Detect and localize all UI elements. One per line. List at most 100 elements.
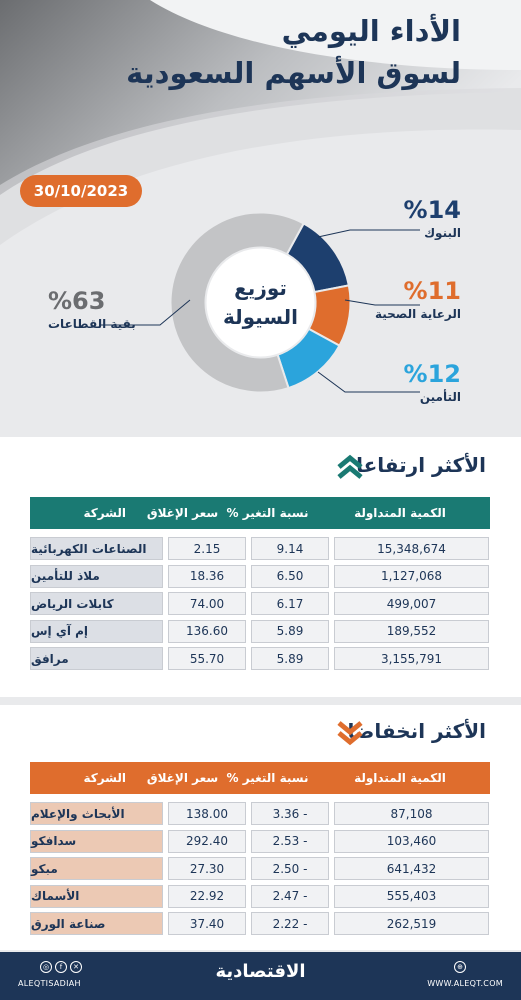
close-cell: 55.70 (168, 647, 246, 670)
stat-insurance-label: التأمين (419, 390, 461, 404)
close-cell: 2.15 (168, 537, 246, 560)
company-cell: مرافق (30, 647, 163, 670)
table-row: سدافكو 292.40 2.53 - 103,460 (30, 829, 490, 853)
page-subtitle: لسوق الأسهم السعودية (126, 56, 461, 90)
losers-section: الأكثر انخفاضا الشركة سعر الإغلاق نسبة ا… (0, 705, 521, 950)
donut-hole (206, 248, 315, 357)
donut-svg (169, 211, 352, 394)
volume-cell: 555,403 (334, 884, 489, 908)
change-cell: 2.22 - (251, 912, 329, 935)
table-row: الأبحاث والإعلام 138.00 3.36 - 87,108 (30, 802, 490, 825)
stat-other-percent: %63 (48, 287, 106, 315)
gainers-col-close: سعر الإغلاق (146, 506, 219, 520)
instagram-icon[interactable]: ◎ (40, 961, 52, 973)
slice-other-sectors (169, 211, 306, 394)
volume-cell: 641,432 (334, 857, 489, 880)
volume-cell: 3,155,791 (334, 647, 489, 670)
page-title: الأداء اليومي (281, 14, 461, 48)
volume-cell: 15,348,674 (334, 537, 489, 560)
table-row: الأسماك 22.92 2.47 - 555,403 (30, 884, 490, 908)
table-row: مرافق 55.70 5.89 3,155,791 (30, 647, 490, 670)
social-handle[interactable]: ALEQTISADIAH (18, 979, 81, 988)
stat-banks-label: البنوك (424, 226, 461, 240)
table-row: الصناعات الكهربائية 2.15 9.14 15,348,674 (30, 537, 490, 560)
stat-banks-percent: %14 (403, 196, 461, 224)
gainers-col-volume: الكمية المتداولة (354, 506, 446, 520)
stat-insurance-percent: %12 (403, 360, 461, 388)
change-cell: 9.14 (251, 537, 329, 560)
stat-insurance: %12 التأمين (404, 360, 461, 404)
company-cell: الصناعات الكهربائية (30, 537, 163, 560)
globe-icon[interactable]: ⊕ (454, 961, 466, 973)
donut-center-line1: توزيع (234, 275, 287, 300)
losers-table-body: الأبحاث والإعلام 138.00 3.36 - 87,108 سد… (30, 802, 490, 940)
table-row: إم آي إس 136.60 5.89 189,552 (30, 619, 490, 643)
table-row: صناعة الورق 37.40 2.22 - 262,519 (30, 912, 490, 935)
stat-healthcare: %11 الرعاية الصحية (375, 277, 461, 321)
x-icon[interactable]: ✕ (70, 961, 82, 973)
losers-table-header: الشركة سعر الإغلاق نسبة التغير % الكمية … (30, 762, 490, 794)
stat-healthcare-label: الرعاية الصحية (374, 307, 461, 321)
stat-other-sectors: %63 بقية القطاعات (48, 287, 178, 331)
company-cell: مبكو (30, 857, 163, 880)
company-cell: سدافكو (30, 829, 163, 853)
close-cell: 292.40 (168, 829, 246, 853)
losers-col-company: الشركة (83, 771, 126, 785)
company-cell: الأبحاث والإعلام (30, 802, 163, 825)
stat-banks: %14 البنوك (404, 196, 461, 240)
losers-title: الأكثر انخفاضا (347, 719, 486, 743)
close-cell: 22.92 (168, 884, 246, 908)
change-cell: 5.89 (251, 619, 329, 643)
volume-cell: 499,007 (334, 592, 489, 615)
gainers-section: الأكثر ارتفاعا الشركة سعر الإغلاق نسبة ا… (0, 437, 521, 697)
losers-col-change: نسبة التغير % (226, 771, 309, 785)
website-link[interactable]: WWW.ALEQT.COM (427, 979, 503, 988)
donut-leader-lines (100, 229, 420, 393)
gainers-col-company: الشركة (83, 506, 126, 520)
change-cell: 6.17 (251, 592, 329, 615)
stat-healthcare-percent: %11 (403, 277, 461, 305)
company-cell: كابلات الرياض (30, 592, 163, 615)
hero-banner: الأداء اليومي لسوق الأسهم السعودية 30/10… (0, 0, 521, 245)
gainers-table-header: الشركة سعر الإغلاق نسبة التغير % الكمية … (30, 497, 490, 529)
company-cell: إم آي إس (30, 619, 163, 643)
close-cell: 138.00 (168, 802, 246, 825)
close-cell: 136.60 (168, 619, 246, 643)
double-chevron-up-icon (337, 454, 363, 479)
change-cell: 2.50 - (251, 857, 329, 880)
donut-center-line2: السيولة (222, 304, 299, 329)
liquidity-donut-chart: توزيع السيولة (168, 210, 353, 395)
close-cell: 74.00 (168, 592, 246, 615)
brand-logo: الاقتصادية (215, 961, 306, 982)
close-cell: 27.30 (168, 857, 246, 880)
losers-col-close: سعر الإغلاق (146, 771, 219, 785)
change-cell: 2.53 - (251, 829, 329, 853)
date-badge: 30/10/2023 (20, 175, 142, 207)
table-row: مبكو 27.30 2.50 - 641,432 (30, 857, 490, 880)
gainers-table-body: الصناعات الكهربائية 2.15 9.14 15,348,674… (30, 537, 490, 675)
change-cell: 2.47 - (251, 884, 329, 908)
company-cell: صناعة الورق (30, 912, 163, 935)
hero-background (0, 0, 521, 245)
losers-col-volume: الكمية المتداولة (354, 771, 446, 785)
gainers-col-change: نسبة التغير % (226, 506, 309, 520)
close-cell: 37.40 (168, 912, 246, 935)
donut-center-label: توزيع السيولة (168, 210, 353, 395)
gainers-title: الأكثر ارتفاعا (356, 453, 486, 477)
double-chevron-down-icon (337, 721, 363, 746)
volume-cell: 103,460 (334, 829, 489, 853)
volume-cell: 262,519 (334, 912, 489, 935)
volume-cell: 189,552 (334, 619, 489, 643)
facebook-icon[interactable]: f (55, 961, 67, 973)
change-cell: 5.89 (251, 647, 329, 670)
volume-cell: 87,108 (334, 802, 489, 825)
change-cell: 3.36 - (251, 802, 329, 825)
social-icons: ◎ f ✕ (40, 961, 82, 973)
company-cell: ملاذ للتأمين (30, 564, 163, 588)
company-cell: الأسماك (30, 884, 163, 908)
volume-cell: 1,127,068 (334, 564, 489, 588)
close-cell: 18.36 (168, 564, 246, 588)
change-cell: 6.50 (251, 564, 329, 588)
stat-other-label: بقية القطاعات (48, 317, 136, 331)
table-row: ملاذ للتأمين 18.36 6.50 1,127,068 (30, 564, 490, 588)
